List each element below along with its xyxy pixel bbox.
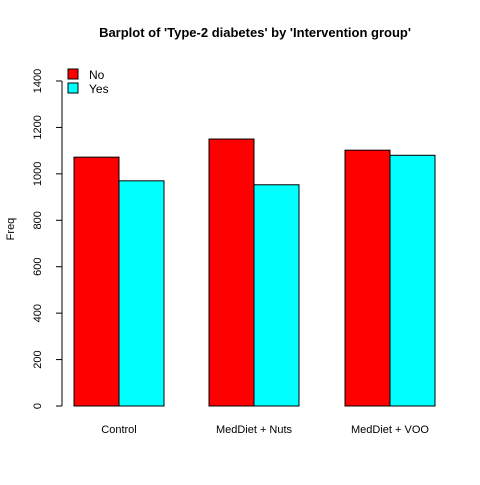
- bar-yes-1: [253, 184, 300, 407]
- bar-yes-0: [118, 180, 165, 407]
- y-tick-label: 1200: [32, 115, 44, 139]
- bar-no-1: [208, 138, 255, 407]
- category-label: MedDiet + Nuts: [216, 424, 293, 436]
- bar-no-0: [73, 156, 120, 407]
- bar-no-2: [344, 149, 391, 407]
- category-label: MedDiet + VOO: [351, 424, 429, 436]
- y-axis-label: Freq: [5, 218, 17, 241]
- legend-label-yes: Yes: [89, 82, 109, 96]
- y-tick-label: 1000: [32, 162, 44, 186]
- bar-group: [73, 138, 436, 407]
- y-tick-label: 0: [32, 403, 44, 409]
- y-axis: 0 200 400 600 800 1000 1200 1400: [32, 69, 63, 409]
- legend-swatch-yes: [67, 82, 79, 94]
- y-tick-label: 200: [32, 350, 44, 368]
- category-labels: Control MedDiet + Nuts MedDiet + VOO: [101, 424, 429, 436]
- legend-label-no: No: [89, 68, 105, 82]
- y-tick-label: 1400: [32, 69, 44, 93]
- chart-title: Barplot of 'Type-2 diabetes' by 'Interve…: [99, 25, 411, 40]
- category-label: Control: [101, 424, 136, 436]
- y-tick-label: 600: [32, 258, 44, 276]
- legend-swatch-no: [67, 68, 79, 80]
- bar-yes-2: [389, 154, 436, 407]
- y-tick-label: 800: [32, 211, 44, 229]
- y-tick-label: 400: [32, 304, 44, 322]
